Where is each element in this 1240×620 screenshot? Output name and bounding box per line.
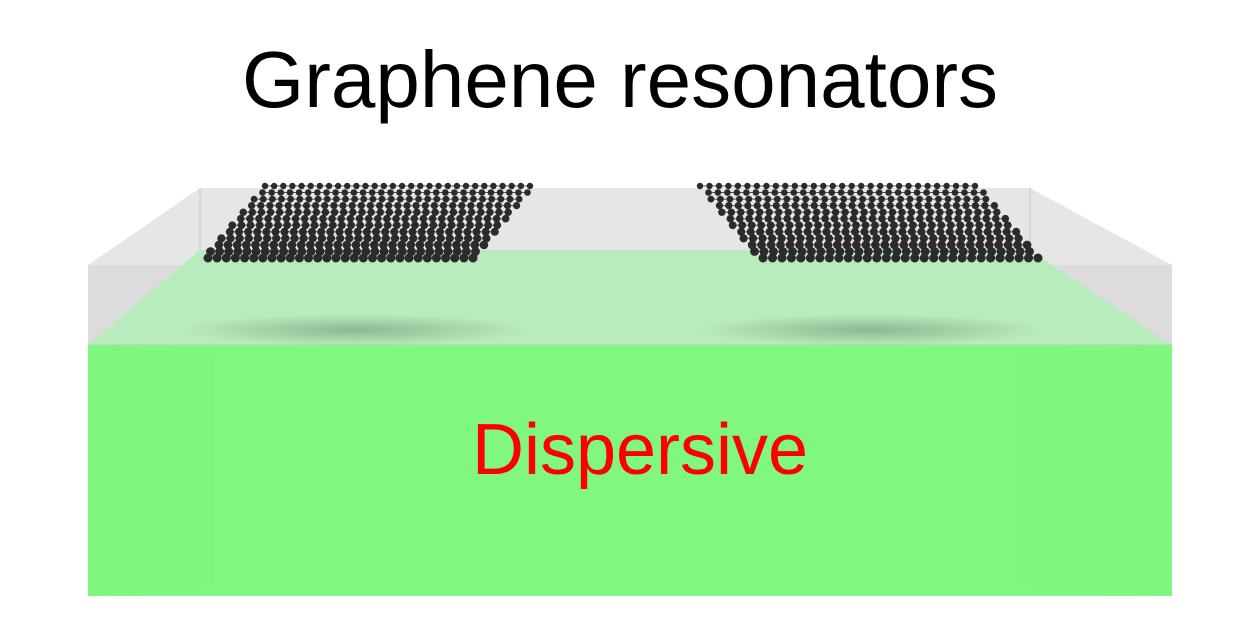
graphene-lattice-icon	[203, 182, 534, 263]
graphene-lattice-icon	[696, 182, 1043, 263]
material-label: Dispersive	[471, 410, 809, 490]
diagram-title: Graphene resonators	[241, 35, 998, 124]
substrate-front-face	[88, 345, 1172, 596]
substrate-block-icon	[88, 250, 1172, 596]
